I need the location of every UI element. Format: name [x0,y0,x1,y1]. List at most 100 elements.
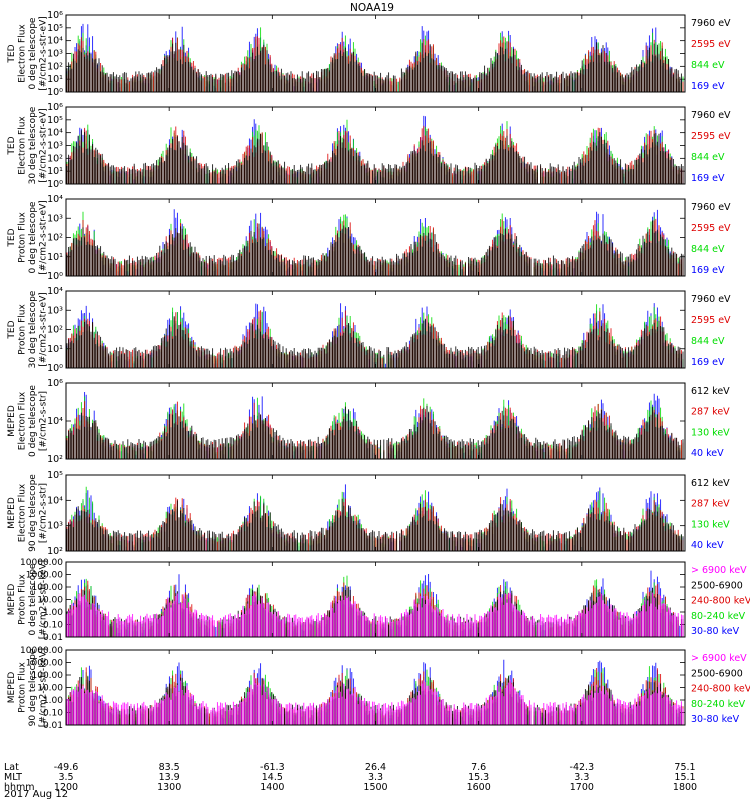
legend-entry: 30-80 keV [691,626,740,637]
panel-frame [65,14,686,93]
y-tick-label: 10⁴ [47,194,63,205]
x-tick-label-lat: 75.1 [674,762,695,773]
legend-entry: 169 eV [691,265,725,276]
y-axis-label-line: [#/cm2-s-str-eV] [39,292,49,367]
y-tick-label: 10³ [47,521,63,532]
legend-entry: 2595 eV [691,223,731,234]
y-tick-label: 1.00 [43,608,63,618]
axis-row-label: hhmm [4,782,35,793]
y-axis-label-line: 30 deg telescope [28,290,38,368]
legend-entry: 844 eV [691,336,725,347]
y-tick-label: 10⁶ [47,378,63,389]
date-label: 2017 Aug 12 [4,789,68,800]
trace-4 [66,498,684,551]
legend-entry: > 6900 keV [691,565,747,576]
flux-traces [66,659,684,725]
plot-title: NOAA19 [350,2,394,14]
x-tick-label-mlt: 3.3 [574,772,589,783]
y-tick-label: 10⁴ [47,286,63,297]
y-tick-label: 10000.00 [20,646,63,656]
flux-traces [66,209,684,276]
x-tick-label-lat: 26.4 [365,762,386,773]
legend-entry: 80-240 keV [691,699,746,710]
x-tick-label-lat: -42.3 [570,762,595,773]
trace-4 [66,41,682,92]
y-tick-label: 0.10 [43,709,63,719]
y-axis-label-line: MEPED [7,405,17,437]
y-axis-label-line: TED [7,136,17,155]
axis-row-label: Lat [4,762,19,773]
panel-frame [65,198,686,277]
y-axis-label-line: Electron Flux [18,116,28,175]
y-axis-label-line: Proton Flux [18,662,28,713]
y-tick-label: 10² [47,454,63,465]
legend-entry: 612 keV [691,386,730,397]
x-tick-label-mlt: 15.3 [468,772,489,783]
y-axis-label-line: 0 deg telescope [28,385,38,457]
legend-entry: 169 eV [691,173,725,184]
y-axis-label-line: 30 deg telescope [28,106,38,184]
legend-entry: 169 eV [691,357,725,368]
legend-entry: 7960 eV [691,294,731,305]
x-tick-label-hhmm: 1700 [570,782,594,793]
y-axis-label-line: [#/cm2-s-str-eV] [39,16,49,91]
y-axis-label-line: Proton Flux [18,574,28,625]
y-axis-label-line: [#/cm2-s-str] [39,483,49,543]
legend-entry: 2595 eV [691,131,731,142]
y-tick-label: 10⁵ [47,23,63,34]
y-axis-label-line: 0 deg telescope [28,201,38,273]
x-tick-label-mlt: 14.5 [262,772,283,783]
y-tick-label: 10⁴ [47,36,63,47]
legend-entry: 2500-6900 [691,580,743,591]
y-axis-label-line: 0 deg telescope [28,563,38,635]
y-tick-label: 10¹ [47,166,63,177]
y-axis-label-line: [#/cm2-s-str-eV] [39,200,49,275]
legend-entry: 130 keV [691,519,730,530]
panel-6: 10² 10³ 10⁴ 10⁵ MEPED Electron Flux 90 deg tel… [7,470,730,557]
x-tick-label-lat: 83.5 [159,762,180,773]
y-tick-label: 10⁴ [47,495,63,506]
x-tick-label-hhmm: 1300 [157,782,181,793]
y-tick-label: 10⁶ [47,102,63,113]
flux-traces [66,23,684,92]
y-tick-label: 10⁰ [47,363,63,374]
y-axis-label-line: Proton Flux [18,304,28,355]
y-tick-label: 1.00 [43,696,63,706]
panel-4: 10⁰ 10¹ 10² 10³ 10⁴ TED Proton Flux 30 deg tele… [7,286,731,374]
x-tick-label-hhmm: 1200 [54,782,78,793]
legend-entry: 130 keV [691,427,730,438]
legend-entry: 612 keV [691,478,730,489]
trace-5 [66,677,684,725]
flux-traces [66,392,684,459]
y-tick-label: 10⁴ [47,416,63,427]
y-tick-label: 1000.00 [26,571,63,581]
legend-entry: 240-800 keV [691,684,750,695]
panel-7: 0.01 0.10 1.00 10.00 100.00 1000.00 10000.00 ME… [7,558,750,643]
y-axis-label-line: [#/cm2-s-str] [39,391,49,451]
flux-traces [66,115,684,184]
y-tick-label: 10.00 [37,596,63,606]
panel-frame [65,561,686,638]
panel-5: 10² 10⁴ 10⁶ MEPED Electron Flux 0 deg telesco… [7,378,730,465]
panel-frame [65,474,686,552]
y-tick-label: 10¹ [47,252,63,263]
y-axis-label-line: TED [7,44,17,63]
y-tick-label: 0.10 [43,621,63,631]
y-tick-label: 10000.00 [20,558,63,568]
flux-traces [66,570,684,637]
x-tick-label-hhmm: 1400 [260,782,284,793]
y-axis-label-line: TED [7,320,17,339]
y-axis-label-line: TED [7,228,17,247]
panel-frame [65,106,686,185]
y-axis-label-line: [#/cm2-s-str-keV] [39,648,49,727]
legend-entry: 30-80 keV [691,714,740,725]
legend-entry: 2595 eV [691,39,731,50]
y-tick-label: 100.00 [32,583,64,593]
y-axis-label-line: Electron Flux [18,391,28,450]
panel-frame [65,649,686,726]
y-axis-label-line: MEPED [7,497,17,529]
trace-4 [66,406,684,459]
